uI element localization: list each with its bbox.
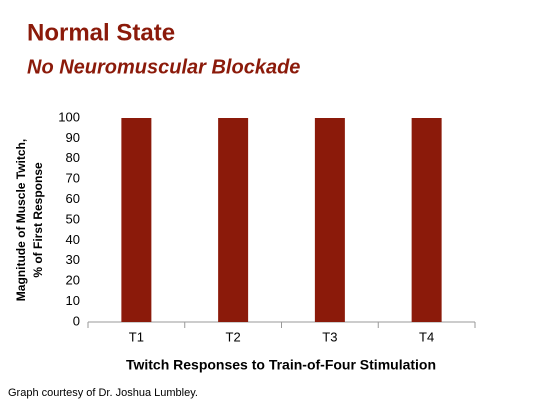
x-axis-label: Twitch Responses to Train-of-Four Stimul… xyxy=(126,357,436,373)
bar xyxy=(121,118,152,322)
bar xyxy=(411,118,442,322)
x-tick-label: T2 xyxy=(226,329,241,344)
y-tick-label: 50 xyxy=(66,211,80,226)
chart-title: Normal State xyxy=(27,19,175,46)
y-tick-label: 10 xyxy=(66,293,80,308)
bar xyxy=(314,118,345,322)
y-tick-label: 60 xyxy=(66,191,80,206)
y-tick-label: 80 xyxy=(66,150,80,165)
y-tick-label: 30 xyxy=(66,252,80,267)
y-tick-label: 20 xyxy=(66,273,80,288)
y-tick-label: 0 xyxy=(73,313,80,328)
footnote: Graph courtesy of Dr. Joshua Lumbley. xyxy=(8,387,198,399)
chart-subtitle: No Neuromuscular Blockade xyxy=(27,56,300,78)
x-tick-label: T3 xyxy=(322,329,337,344)
y-tick-label: 100 xyxy=(58,109,80,124)
bar xyxy=(218,118,249,322)
y-tick-label: 70 xyxy=(66,171,80,186)
y-axis-label: Magnitude of Muscle Twitch, xyxy=(14,139,28,301)
y-axis-label: % of First Response xyxy=(31,162,45,278)
x-tick-label: T1 xyxy=(129,329,144,344)
x-tick-label: T4 xyxy=(419,329,434,344)
y-tick-label: 90 xyxy=(66,130,80,145)
y-tick-label: 40 xyxy=(66,232,80,247)
